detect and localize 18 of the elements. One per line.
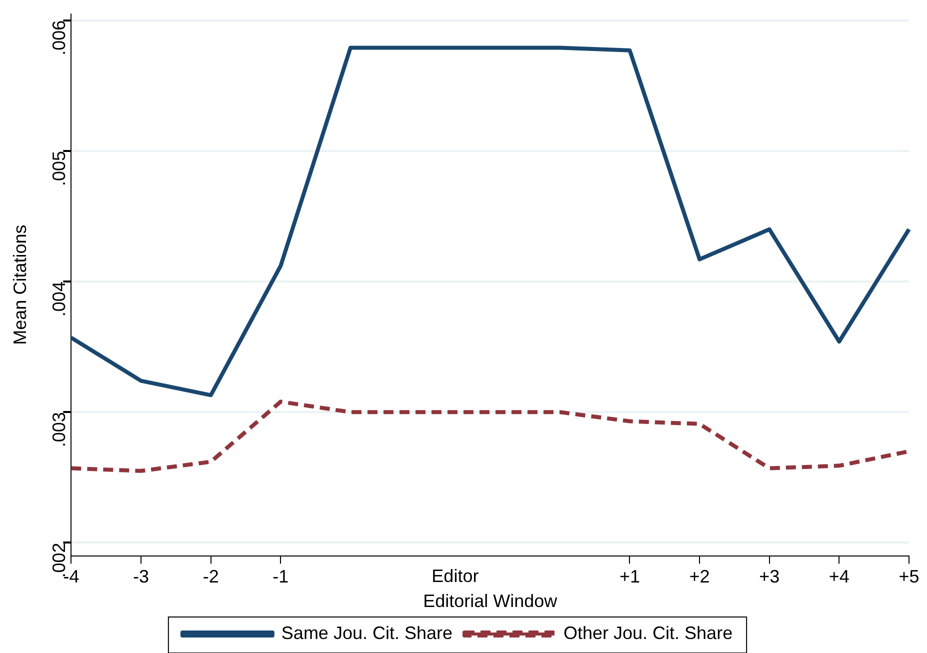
y-tick-label: .004 [49, 282, 70, 317]
y-axis-title: Mean Citations [10, 224, 30, 345]
text: Editor [432, 566, 479, 586]
x-tick-label: -3 [133, 566, 150, 587]
y-tick-label: .006 [49, 20, 70, 56]
x-tick-label: +3 [759, 566, 780, 587]
x-tick-label: +2 [689, 566, 710, 587]
x-tick-label: -1 [272, 566, 289, 587]
x-tick-label: +1 [619, 566, 640, 587]
x-tick-label: +5 [898, 566, 920, 587]
y-tick-label: .005 [49, 150, 70, 186]
x-axis-title: Editorial Window [423, 591, 558, 612]
legend-label: Other Jou. Cit. Share [564, 622, 733, 643]
x-tick-label: +4 [828, 566, 850, 587]
y-tick-label: .002 [49, 542, 70, 578]
y-tick-label: .003 [49, 412, 70, 448]
x-tick-label: -2 [202, 566, 219, 587]
legend-label: Same Jou. Cit. Share [281, 622, 453, 643]
